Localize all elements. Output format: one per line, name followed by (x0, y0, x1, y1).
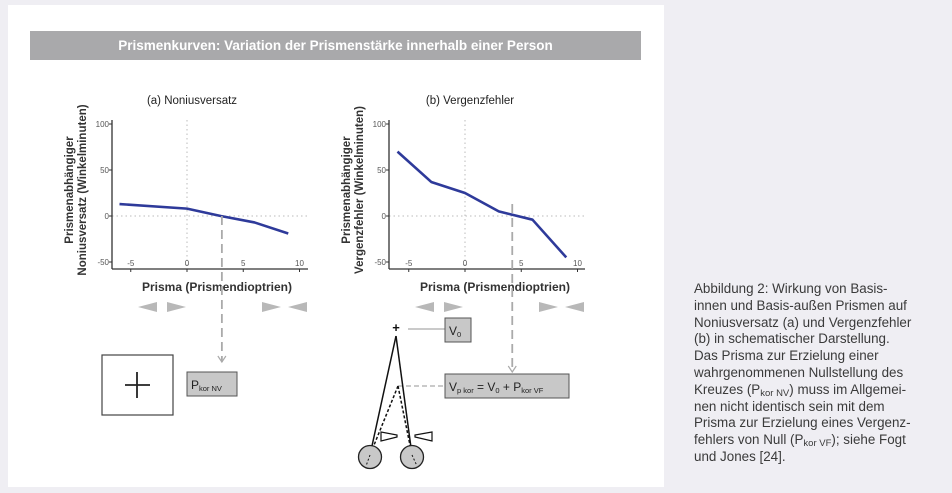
eye-icon (357, 444, 383, 470)
vp-kor-label: Vp kor = V0 + Pkor VF (449, 380, 544, 395)
figure-caption: Abbildung 2: Wirkung von Basis-innen und… (694, 281, 949, 466)
caption-line: nen nicht identisch sein mit dem (694, 399, 949, 416)
visual-axis-line (369, 335, 397, 456)
caption-line: innen und Basis-außen Prismen auf (694, 298, 949, 315)
caption-text: ); siehe Fogt (831, 432, 906, 448)
base-out-arrow-icon (539, 302, 558, 312)
subscript: kor NV (199, 384, 222, 393)
chart-title: (b) Vergenzfehler (426, 95, 514, 107)
x-tick-label: 5 (519, 259, 524, 268)
subscript: 0 (457, 330, 461, 339)
x-tick-label: 0 (185, 259, 190, 268)
label-text: + P (500, 380, 522, 394)
x-tick-label: 10 (295, 259, 304, 268)
caption-text: wahrgenommenen Nullstellung des (694, 364, 904, 380)
y-tick-label: 50 (100, 166, 109, 175)
arrow-down-icon (217, 355, 227, 364)
y-tick-label: -50 (97, 258, 109, 267)
x-tick-label: -5 (405, 259, 413, 268)
visual-axis-line (395, 335, 413, 456)
caption-text: Abbildung 2: Wirkung von Basis- (694, 281, 888, 296)
p-kor-nv-box-label: Pkor NV (191, 378, 222, 393)
caption-text: Kreuzes (P (694, 381, 761, 397)
figure-title: Prismenkurven: Variation der Prismenstär… (30, 31, 641, 60)
y-tick-label: 100 (96, 120, 110, 129)
x-tick-label: -5 (127, 259, 135, 268)
y-axis-label: Prismenabhängiger (64, 136, 76, 244)
caption-text: Noniusversatz (a) und Vergenzfehler (694, 314, 912, 330)
caption-line: fehlers von Null (Pkor VF); siehe Fogt (694, 432, 949, 449)
caption-text: (b) in schematischer Darstellung. (694, 331, 890, 347)
fixation-plus-icon: + (392, 320, 400, 335)
label-text: V (449, 380, 457, 394)
subscript: kor VF (521, 386, 544, 395)
label-text: = V (474, 380, 496, 394)
x-tick-label: 0 (463, 259, 468, 268)
y-tick-label: 50 (377, 166, 386, 175)
caption-subscript: kor VF (803, 438, 832, 450)
base-in-arrow-icon (138, 302, 157, 312)
caption-text: und Jones [24]. (694, 448, 786, 464)
x-axis-label: Prisma (Prismendioptrien) (420, 280, 570, 294)
base-out-arrow-icon (444, 302, 463, 312)
p-kor-nv-box (186, 371, 238, 397)
vergence-line (365, 454, 371, 467)
data-line (396, 150, 568, 259)
caption-line: Kreuzes (Pkor NV) muss im Allgemei- (694, 382, 949, 399)
base-in-arrow-icon (288, 302, 307, 312)
y-tick-label: 0 (382, 212, 387, 221)
y-axis-label: Prismenabhängiger (341, 136, 353, 244)
v0-box-label: V0 (449, 324, 461, 339)
subscript: p kor (457, 386, 474, 395)
caption-text: fehlers von Null (P (694, 432, 804, 448)
caption-line: und Jones [24]. (694, 449, 949, 466)
caption-subscript: kor NV (760, 387, 790, 399)
caption-line: Noniusversatz (a) und Vergenzfehler (694, 315, 949, 332)
label-text: P (191, 378, 199, 392)
caption-text: Das Prisma zur Erzielung einer (694, 348, 879, 364)
v0-box (444, 317, 472, 343)
data-line (119, 202, 289, 235)
prism-icon (380, 431, 398, 442)
y-axis-label: Vergenzfehler (Winkelminuten) (354, 106, 366, 274)
caption-line: Das Prisma zur Erzielung einer (694, 348, 949, 365)
caption-line: (b) in schematischer Darstellung. (694, 331, 949, 348)
caption-text: nen nicht identisch sein mit dem (694, 398, 885, 414)
chart-title: (a) Noniusversatz (147, 95, 237, 107)
x-tick-label: 10 (573, 259, 582, 268)
vergence-line (397, 385, 413, 456)
prism-icon (414, 431, 433, 442)
y-tick-label: -50 (374, 258, 386, 267)
label-text: V (449, 324, 457, 338)
y-tick-label: 100 (373, 120, 387, 129)
eye-icon (399, 444, 425, 470)
caption-line: Prisma zur Erzielung eines Vergenz- (694, 415, 949, 432)
y-tick-label: 0 (105, 212, 110, 221)
caption-line: wahrgenommenen Nullstellung des (694, 365, 949, 382)
y-axis-label: Noniusversatz (Winkelminuten) (77, 104, 89, 275)
vergence-line (369, 385, 399, 456)
base-out-arrow-icon (262, 302, 281, 312)
vp-kor-box (444, 373, 570, 399)
base-out-arrow-icon (167, 302, 186, 312)
caption-text: ) muss im Allgemei- (789, 381, 907, 397)
caption-line: Abbildung 2: Wirkung von Basis- (694, 281, 949, 298)
caption-text: Prisma zur Erzielung eines Vergenz- (694, 415, 911, 431)
x-tick-label: 5 (241, 259, 246, 268)
x-axis-label: Prisma (Prismendioptrien) (142, 280, 292, 294)
arrow-down-icon (507, 365, 517, 374)
subscript: 0 (495, 386, 499, 395)
base-in-arrow-icon (565, 302, 584, 312)
caption-text: innen und Basis-außen Prismen auf (694, 297, 907, 313)
base-in-arrow-icon (415, 302, 434, 312)
